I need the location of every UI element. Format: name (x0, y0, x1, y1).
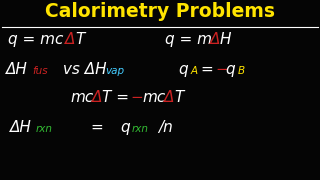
Text: T: T (75, 32, 84, 47)
Text: ΔH: ΔH (10, 120, 32, 135)
Text: /n: /n (158, 120, 173, 135)
Text: q = m: q = m (165, 32, 212, 47)
Text: rxn: rxn (132, 124, 149, 134)
Text: rxn: rxn (36, 124, 53, 134)
Text: H: H (220, 32, 231, 47)
Text: q: q (120, 120, 130, 135)
Text: mc: mc (142, 90, 165, 105)
Text: q: q (225, 62, 235, 77)
Text: Calorimetry Problems: Calorimetry Problems (45, 2, 275, 21)
Text: ΔH: ΔH (6, 62, 28, 77)
Text: =: = (90, 120, 103, 135)
Text: −: − (130, 90, 143, 105)
Text: B: B (238, 66, 245, 76)
Text: vs ΔH: vs ΔH (58, 62, 107, 77)
Text: mc: mc (70, 90, 93, 105)
Text: Δ: Δ (210, 32, 220, 47)
Text: fus: fus (32, 66, 48, 76)
Text: q: q (178, 62, 188, 77)
Text: Δ: Δ (92, 90, 102, 105)
Text: T: T (174, 90, 183, 105)
Text: vap: vap (105, 66, 124, 76)
Text: A: A (191, 66, 198, 76)
Text: −: − (215, 62, 228, 77)
Text: Δ: Δ (65, 32, 76, 47)
Text: =: = (200, 62, 213, 77)
Text: Δ: Δ (164, 90, 174, 105)
Text: q = mc: q = mc (8, 32, 63, 47)
Text: T =: T = (102, 90, 129, 105)
